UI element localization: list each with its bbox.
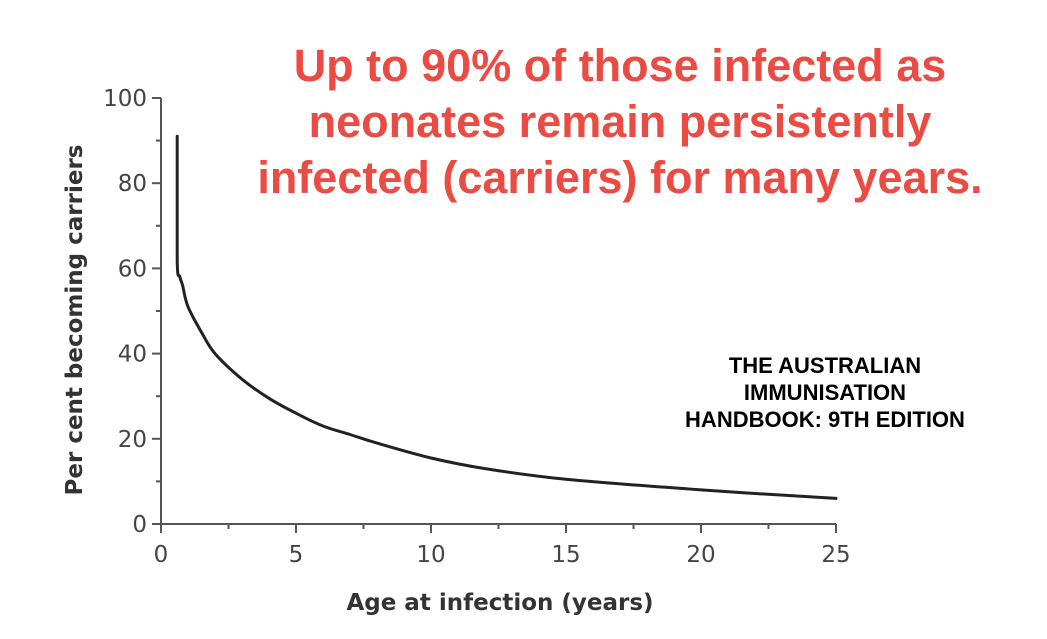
source-line: IMMUNISATION bbox=[743, 380, 907, 405]
x-axis-title: Age at infection (years) bbox=[346, 590, 653, 616]
headline-line: neonates remain persistently bbox=[308, 96, 932, 147]
series-layer bbox=[175, 134, 838, 500]
x-tick-label: 0 bbox=[154, 542, 169, 568]
x-tick-label: 25 bbox=[821, 542, 850, 568]
y-tick-label: 60 bbox=[118, 256, 147, 282]
y-tick-label: 100 bbox=[103, 86, 147, 112]
source-line: HANDBOOK: 9TH EDITION bbox=[685, 407, 965, 432]
y-tick-label: 0 bbox=[132, 512, 147, 538]
source-citation: THE AUSTRALIAN IMMUNISATION HANDBOOK: 9T… bbox=[625, 352, 1025, 433]
x-tick-label: 20 bbox=[686, 542, 715, 568]
y-tick-label: 40 bbox=[118, 342, 147, 368]
x-tick-label: 15 bbox=[551, 542, 580, 568]
y-tick-label: 20 bbox=[118, 427, 147, 453]
y-tick-label: 80 bbox=[118, 171, 147, 197]
headline-line: infected (carriers) for many years. bbox=[257, 152, 983, 203]
headline-line: Up to 90% of those infected as bbox=[293, 40, 947, 91]
y-axis: 0 20 40 60 80 100 bbox=[103, 86, 162, 538]
source-line: THE AUSTRALIAN bbox=[728, 353, 922, 378]
y-axis-title: Per cent becoming carriers bbox=[62, 145, 88, 496]
x-tick-label: 10 bbox=[416, 542, 445, 568]
series-line bbox=[175, 134, 838, 500]
headline: Up to 90% of those infected as neonates … bbox=[205, 38, 1035, 206]
x-axis: 0 5 10 15 20 25 bbox=[154, 523, 851, 568]
x-tick-label: 5 bbox=[289, 542, 304, 568]
